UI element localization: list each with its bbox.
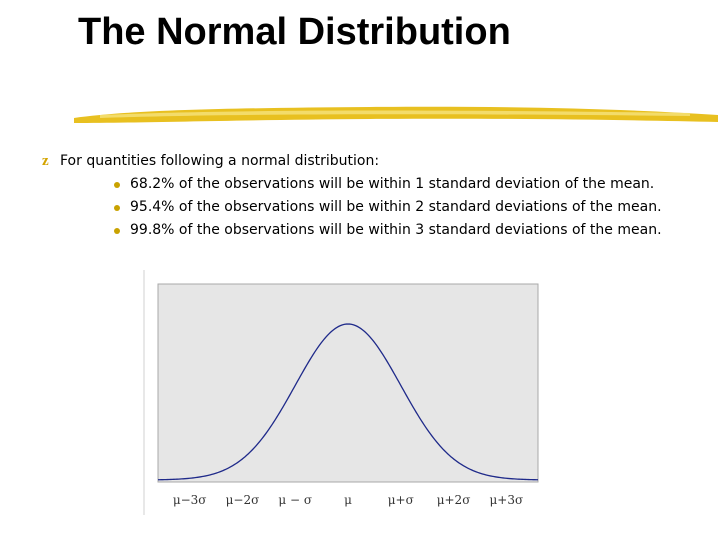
sub-bullet-text: 95.4% of the observations will be within… — [130, 199, 662, 215]
dot-bullet-icon — [114, 181, 120, 188]
sub-bullet-text: 99.8% of the observations will be within… — [130, 222, 662, 238]
x-tick-label: μ — [344, 493, 352, 507]
x-tick-label: μ−2σ — [226, 493, 260, 507]
slide-title: The Normal Distribution — [78, 11, 511, 53]
title-underline-brushstroke — [74, 106, 718, 123]
bullet-main-text: For quantities following a normal distri… — [60, 153, 380, 169]
x-tick-label: μ+σ — [388, 493, 414, 507]
sub-bullet-1: 68.2% of the observations will be within… — [42, 173, 662, 196]
plot-area — [157, 283, 539, 483]
density-curve — [157, 323, 539, 481]
dot-bullet-icon — [114, 204, 120, 211]
x-tick-label: μ+2σ — [437, 493, 471, 507]
z-bullet-icon: z — [42, 153, 49, 169]
sub-bullet-2: 95.4% of the observations will be within… — [42, 196, 662, 219]
bullet-list: z For quantities following a normal dist… — [42, 150, 662, 242]
dot-bullet-icon — [114, 227, 120, 234]
sub-bullet-3: 99.8% of the observations will be within… — [42, 219, 662, 242]
tick-labels: μ−3σ μ−2σ μ − σ μ μ+σ μ+2σ μ+3σ — [173, 493, 523, 507]
normal-distribution-chart: μ−3σ μ−2σ μ − σ μ μ+σ μ+2σ μ+3σ — [140, 265, 550, 520]
x-tick-label: μ−3σ — [173, 493, 207, 507]
bullet-main: z For quantities following a normal dist… — [42, 150, 662, 173]
sub-bullet-text: 68.2% of the observations will be within… — [130, 176, 655, 192]
x-tick-label: μ − σ — [278, 493, 312, 507]
sub-bullet-list: 68.2% of the observations will be within… — [42, 173, 662, 242]
x-tick-label: μ+3σ — [489, 493, 523, 507]
chart-svg: μ−3σ μ−2σ μ − σ μ μ+σ μ+2σ μ+3σ — [143, 270, 539, 515]
